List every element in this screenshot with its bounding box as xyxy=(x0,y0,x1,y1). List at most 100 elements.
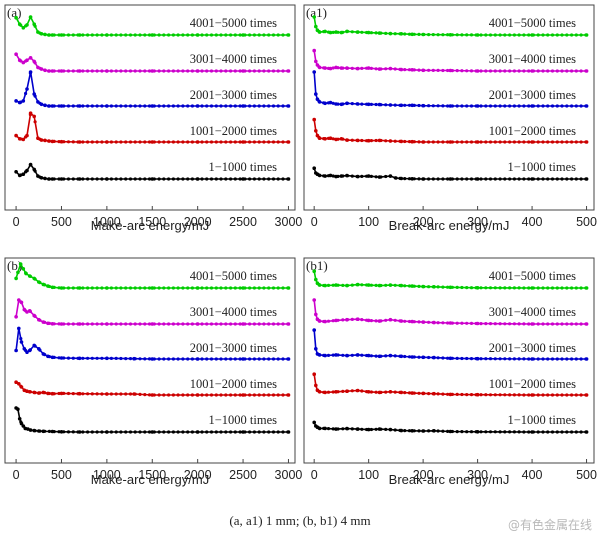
data-point xyxy=(503,177,507,181)
data-point xyxy=(579,286,583,290)
data-point xyxy=(565,140,569,144)
data-point xyxy=(475,356,480,361)
data-point xyxy=(360,389,364,393)
data-point xyxy=(441,104,445,108)
data-point xyxy=(317,65,322,70)
data-point xyxy=(171,140,175,144)
data-point xyxy=(522,393,526,397)
data-point xyxy=(527,286,531,290)
data-point xyxy=(350,102,354,106)
data-point xyxy=(356,317,360,322)
data-point xyxy=(39,67,44,71)
data-point xyxy=(66,286,71,290)
data-point xyxy=(124,104,128,108)
data-point xyxy=(41,282,46,287)
data-point xyxy=(350,283,354,287)
data-point xyxy=(417,429,421,433)
data-point xyxy=(147,322,152,326)
data-point xyxy=(350,138,354,142)
data-point xyxy=(238,177,242,181)
data-point xyxy=(171,69,175,73)
data-point xyxy=(331,174,335,178)
data-point xyxy=(32,167,36,172)
data-point xyxy=(555,357,559,361)
data-point xyxy=(167,69,171,73)
data-point xyxy=(190,33,194,37)
data-point xyxy=(33,120,37,124)
data-point xyxy=(109,177,113,181)
data-point xyxy=(57,391,61,396)
data-point xyxy=(90,104,94,108)
data-point xyxy=(550,393,555,397)
data-point xyxy=(71,392,75,396)
data-point xyxy=(350,353,354,357)
data-point xyxy=(432,391,436,396)
data-point xyxy=(267,357,271,361)
data-point xyxy=(50,322,55,326)
data-point xyxy=(536,177,540,181)
data-point xyxy=(267,33,271,37)
data-point xyxy=(421,68,425,73)
data-point xyxy=(205,33,209,37)
series-label: 1−1000 times xyxy=(507,160,576,174)
data-point xyxy=(345,353,349,358)
data-point xyxy=(579,69,583,73)
data-point xyxy=(267,286,271,290)
data-point xyxy=(448,104,453,108)
data-point xyxy=(331,353,335,357)
data-point xyxy=(550,177,555,181)
data-point xyxy=(147,286,152,290)
data-point xyxy=(28,15,33,19)
data-point xyxy=(157,140,161,144)
data-point xyxy=(441,429,445,433)
data-point xyxy=(248,140,252,144)
data-point xyxy=(393,139,397,143)
data-point xyxy=(24,271,28,276)
data-point xyxy=(465,286,469,290)
data-point xyxy=(32,428,36,433)
data-point xyxy=(214,393,218,397)
data-point xyxy=(219,322,223,326)
data-point xyxy=(176,69,180,73)
data-point xyxy=(248,177,252,181)
data-point xyxy=(105,140,109,144)
data-point xyxy=(150,393,155,397)
data-point xyxy=(57,33,61,37)
data-point xyxy=(323,174,327,178)
data-point xyxy=(143,140,147,144)
data-point xyxy=(522,322,526,326)
data-point xyxy=(257,430,261,434)
data-point xyxy=(570,104,574,108)
data-point xyxy=(46,391,50,396)
data-point xyxy=(57,286,61,290)
data-point xyxy=(503,322,507,326)
data-point xyxy=(407,140,412,144)
data-point xyxy=(465,356,469,361)
data-point xyxy=(195,177,200,181)
data-point xyxy=(339,30,344,35)
data-point xyxy=(360,283,364,287)
data-point xyxy=(522,430,526,434)
data-point xyxy=(57,69,61,73)
data-point xyxy=(21,424,26,428)
x-tick-label: 0 xyxy=(13,215,20,229)
data-point xyxy=(157,322,161,326)
data-point xyxy=(555,430,559,434)
data-point xyxy=(314,312,318,317)
data-point xyxy=(214,357,218,361)
data-point xyxy=(403,319,407,323)
data-point xyxy=(317,283,322,287)
data-point xyxy=(224,393,228,397)
data-point xyxy=(312,269,317,274)
data-point xyxy=(205,357,209,361)
data-point xyxy=(369,139,373,143)
data-point xyxy=(326,390,331,394)
data-point xyxy=(469,357,474,361)
data-point xyxy=(22,388,27,393)
data-point xyxy=(219,177,223,181)
data-point xyxy=(27,274,32,278)
data-point xyxy=(579,393,583,397)
data-point xyxy=(441,68,445,73)
data-point xyxy=(546,357,550,361)
data-point xyxy=(565,393,569,397)
